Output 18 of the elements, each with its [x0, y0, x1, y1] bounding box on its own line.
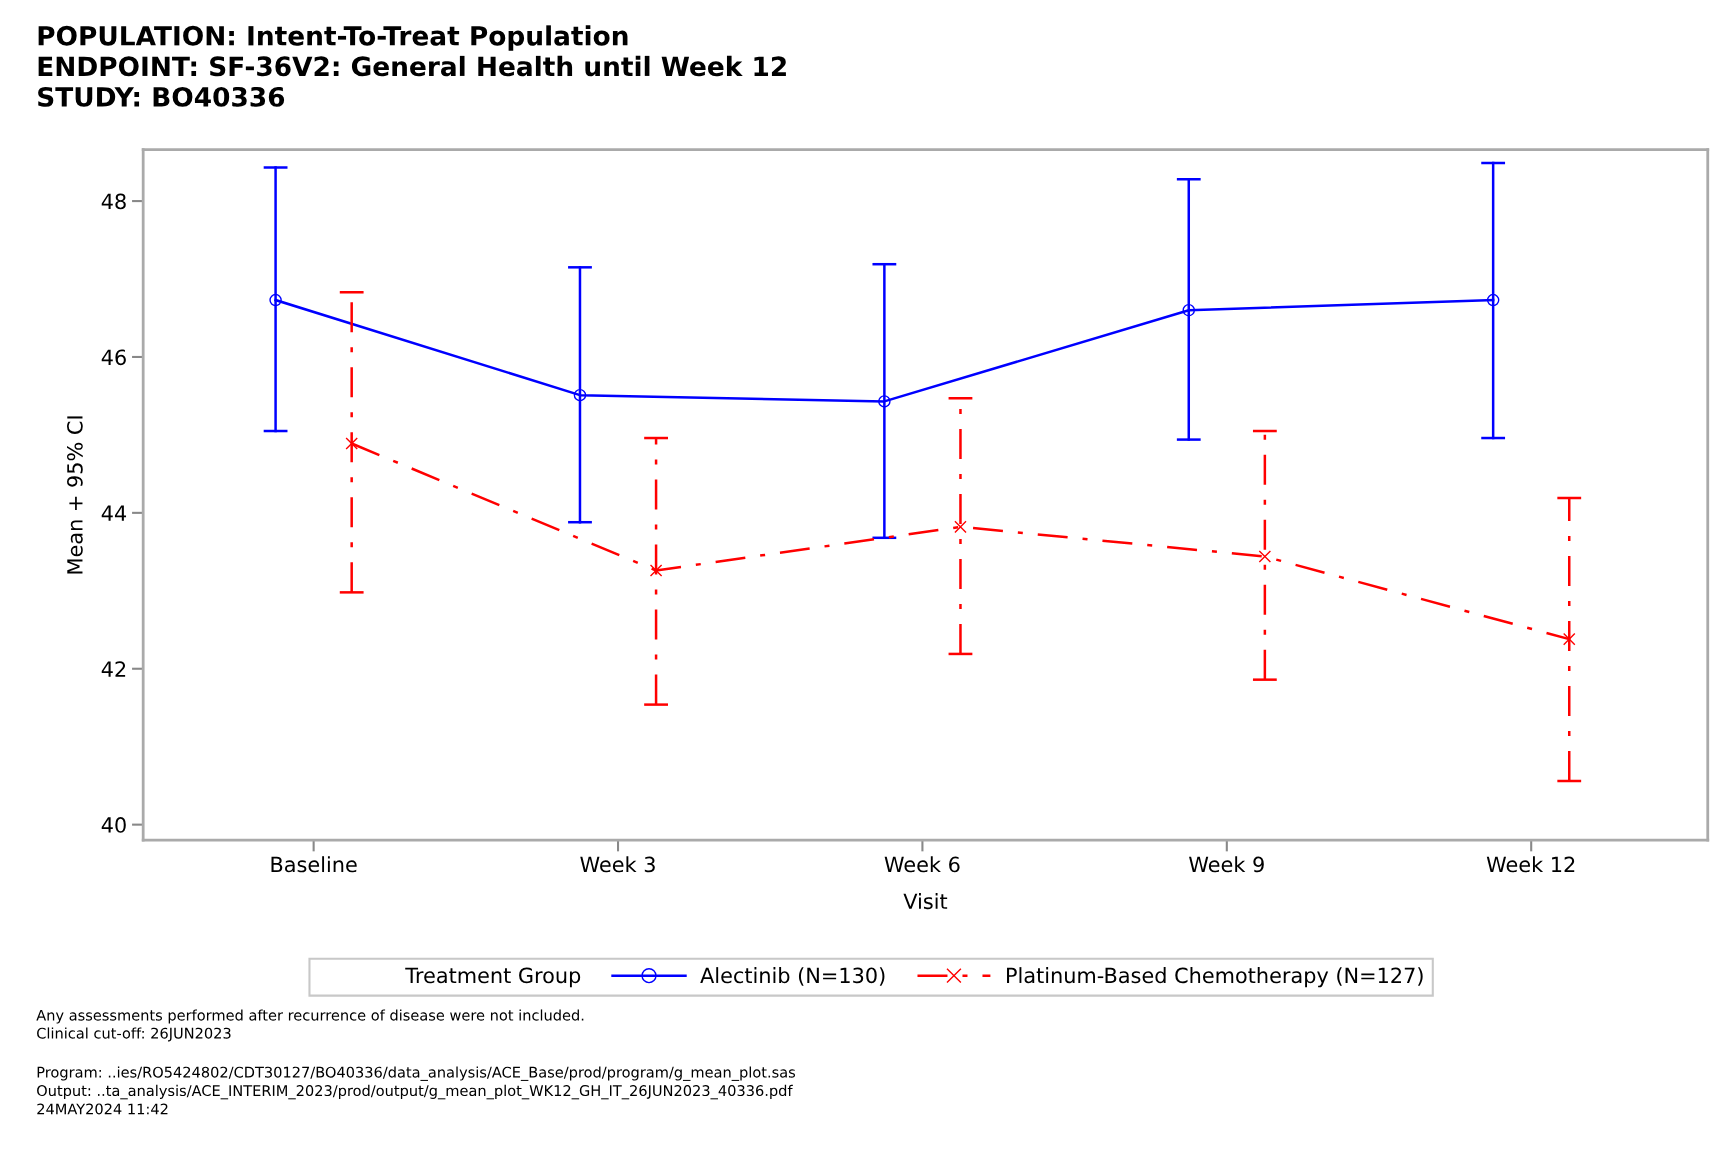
text: Program: ..ies/RO5424802/CDT30127/BO40336/data_analysis/ACE_Base/prod/program/g_mean_plot.sas Output: ..ta_analysis/ACE_INTERIM_2023/prod/output/g_mean_plot_WK12_GH_IT_26JUN2023_40336.pdf 24MAY2024 11:42 — [37, 1066, 796, 1115]
y-tick-label: 40 — [101, 817, 126, 833]
y-tick-label: 42 — [101, 661, 126, 677]
legend-title: Treatment Group — [405, 967, 581, 988]
legend-label: Alectinib (N=130) — [700, 967, 885, 986]
x-tick-label: Week 3 — [580, 856, 655, 873]
x-tick-label: Week 12 — [1486, 856, 1575, 873]
x-tick-label: Week 9 — [1189, 856, 1264, 873]
x-tick-label: Week 6 — [884, 856, 960, 873]
x-axis-title: Visit — [903, 893, 948, 910]
y-tick-label: 44 — [101, 505, 127, 521]
y-tick-label: 46 — [101, 349, 126, 366]
legend-label: Platinum-Based Chemotherapy (N=127) — [1007, 967, 1423, 988]
text: Any assessments performed after recurrence of disease were not included. Clinical cut-off: 26JUN2023 — [36, 1009, 584, 1042]
x-tick-label: Baseline — [271, 856, 357, 873]
chart-title: POPULATION: Intent-To-Treat Population ENDPOINT: SF-36V2: General Health until Week 12 STUDY: BO40336 — [38, 25, 786, 107]
y-axis-title: Mean + 95% CI — [67, 416, 83, 574]
y-tick-label: 48 — [101, 193, 126, 210]
